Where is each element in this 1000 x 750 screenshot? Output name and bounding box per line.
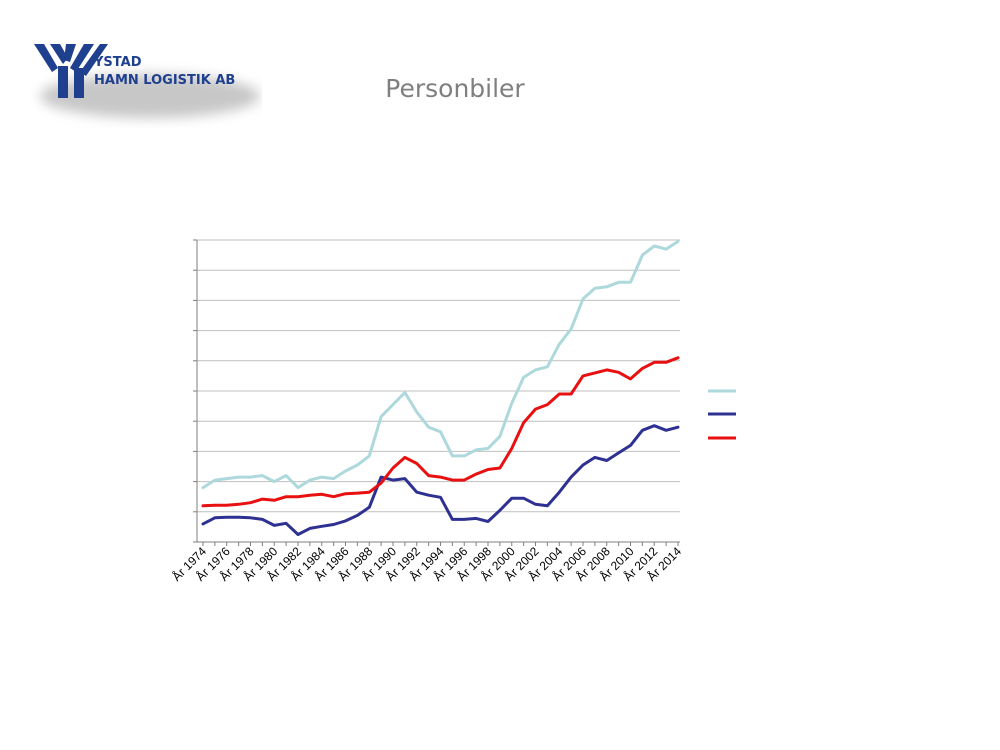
chart-title: Personbiler bbox=[385, 74, 525, 103]
legend bbox=[708, 389, 736, 440]
axes bbox=[193, 239, 680, 546]
series-lines bbox=[201, 240, 680, 536]
series-line-2 bbox=[201, 424, 680, 536]
series-line-1 bbox=[201, 240, 680, 490]
series-line-3 bbox=[201, 356, 680, 508]
logo-mark-icon bbox=[34, 44, 108, 98]
ystad-hamn-logo: YSTAD HAMN LOGISTIK AB bbox=[34, 44, 260, 118]
logo-text-line2: HAMN LOGISTIK AB bbox=[94, 73, 235, 88]
grid-lines bbox=[197, 239, 680, 513]
logo-text-line1: YSTAD bbox=[93, 55, 142, 70]
